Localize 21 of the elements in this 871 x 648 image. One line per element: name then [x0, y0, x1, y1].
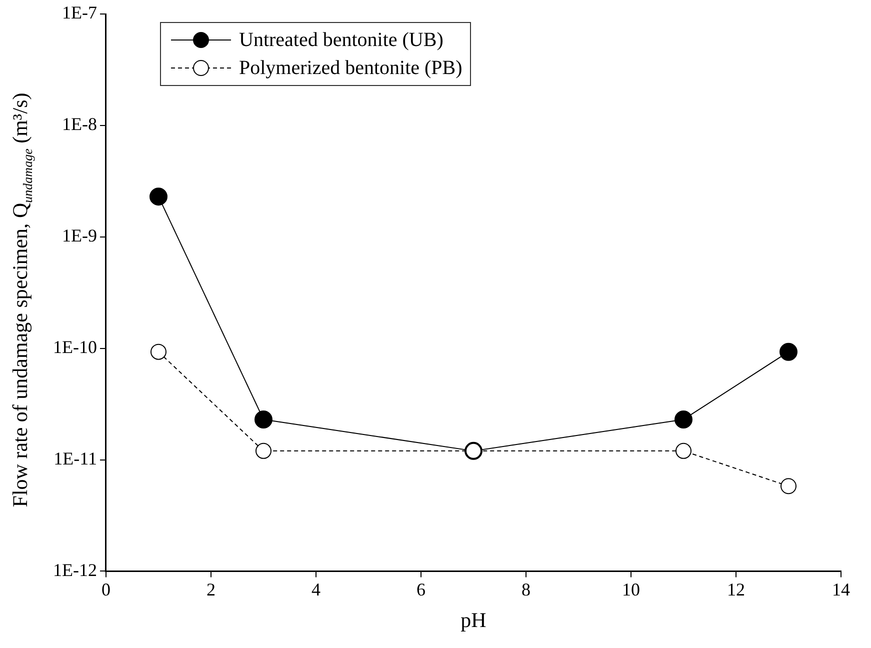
x-tick-label: 6: [416, 580, 426, 600]
x-tick-label: 14: [832, 580, 850, 600]
point: [780, 342, 798, 361]
x-tick-label: 10: [622, 580, 640, 600]
x-axis-title: pH: [460, 608, 486, 632]
y-tick-label: 1E-10: [52, 337, 97, 358]
point: [149, 188, 168, 206]
y-tick-label: 1E-12: [52, 560, 97, 580]
point: [254, 410, 272, 428]
x-tick-label: 2: [206, 580, 216, 600]
x-tick-label: 4: [311, 580, 320, 600]
y-tick-label: 1E-11: [54, 448, 97, 468]
x-tick-label: 0: [101, 580, 110, 600]
x-tick-label: 8: [521, 580, 530, 600]
x-tick-label: 12: [727, 580, 745, 600]
y-tick-label: 1E-8: [62, 114, 97, 134]
y-tick-label: 1E-7: [62, 2, 97, 23]
legend-label: Untreated bentonite (UB): [239, 28, 444, 52]
y-tick-label: 1E-9: [62, 226, 97, 246]
point: [674, 410, 692, 428]
legend-label: Polymerized bentonite (PB): [239, 56, 462, 80]
